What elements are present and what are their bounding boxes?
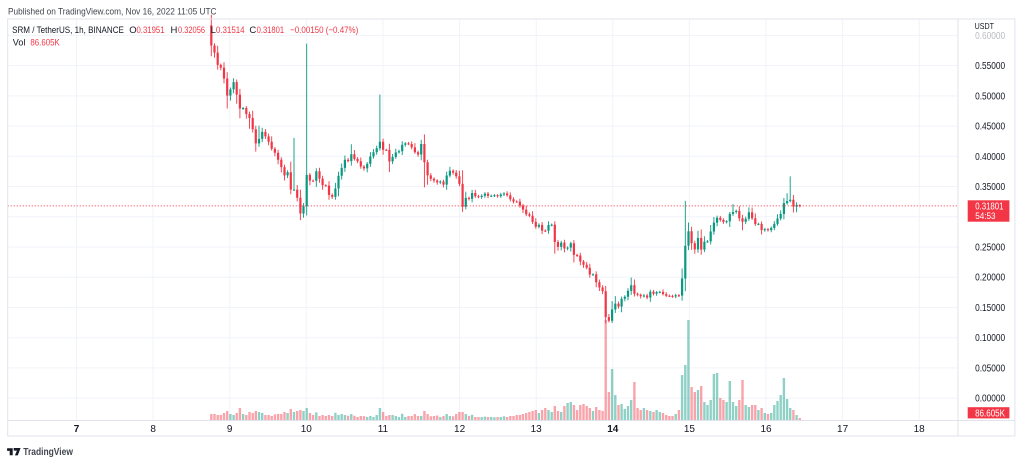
- svg-text:Vol: Vol: [13, 37, 26, 48]
- svg-text:15: 15: [684, 424, 696, 435]
- svg-text:0.31514: 0.31514: [216, 25, 245, 36]
- svg-text:0.50000: 0.50000: [975, 91, 1005, 102]
- svg-text:10: 10: [301, 424, 313, 435]
- svg-text:0.25000: 0.25000: [975, 242, 1005, 253]
- svg-text:54:53: 54:53: [975, 211, 995, 221]
- svg-text:0.10000: 0.10000: [975, 333, 1005, 344]
- svg-text:0.31951: 0.31951: [137, 25, 165, 36]
- svg-text:7: 7: [74, 424, 80, 435]
- svg-text:13: 13: [531, 424, 543, 435]
- svg-text:USDT: USDT: [975, 21, 994, 31]
- svg-text:O: O: [129, 25, 136, 36]
- svg-text:86.605K: 86.605K: [975, 408, 1005, 419]
- svg-text:0.32056: 0.32056: [178, 25, 205, 36]
- svg-text:0.20000: 0.20000: [975, 273, 1005, 284]
- svg-text:0.31801: 0.31801: [975, 202, 1004, 213]
- svg-text:16: 16: [760, 424, 772, 435]
- svg-text:11: 11: [378, 424, 389, 435]
- svg-text:86.605K: 86.605K: [30, 37, 60, 48]
- svg-text:Published on TradingView.com,: Published on TradingView.com, Nov 16, 20…: [8, 7, 217, 18]
- svg-text:0.31801: 0.31801: [257, 25, 285, 36]
- svg-text:C: C: [249, 25, 256, 36]
- svg-text:L: L: [211, 25, 216, 36]
- svg-text:0.15000: 0.15000: [975, 303, 1005, 314]
- svg-text:0.55000: 0.55000: [975, 61, 1005, 72]
- svg-text:0.60000: 0.60000: [975, 31, 1005, 42]
- svg-text:17: 17: [837, 424, 849, 435]
- svg-text:0.45000: 0.45000: [975, 122, 1005, 133]
- svg-text:−0.00150 (−0.47%): −0.00150 (−0.47%): [290, 25, 358, 36]
- svg-text:0.40000: 0.40000: [975, 152, 1005, 163]
- svg-text:0.05000: 0.05000: [975, 363, 1005, 374]
- svg-text:0.00000: 0.00000: [975, 394, 1005, 405]
- svg-text:H: H: [171, 25, 178, 36]
- svg-text:SRM / TetherUS, 1h, BINANCE: SRM / TetherUS, 1h, BINANCE: [12, 25, 124, 36]
- svg-text:8: 8: [150, 424, 156, 435]
- svg-text:14: 14: [607, 424, 619, 435]
- svg-text:18: 18: [914, 424, 926, 435]
- svg-text:TradingView: TradingView: [23, 447, 73, 458]
- svg-text:0.35000: 0.35000: [975, 182, 1005, 193]
- svg-text:12: 12: [454, 424, 466, 435]
- svg-text:9: 9: [227, 424, 233, 435]
